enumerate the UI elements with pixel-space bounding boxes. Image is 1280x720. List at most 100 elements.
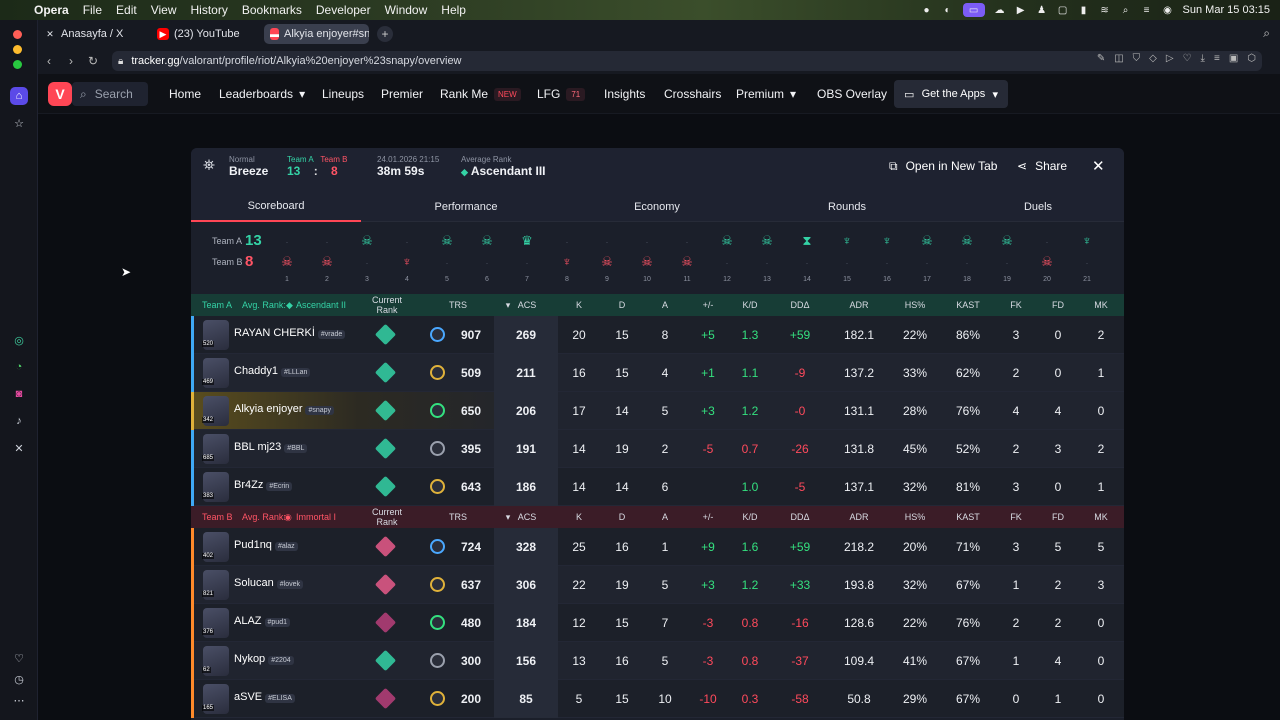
tab-x[interactable]: ✕ Anasayfa / X [38, 24, 143, 44]
tab-search-icon[interactable]: ⌕ [1263, 26, 1270, 40]
tab-performance[interactable]: Performance [381, 192, 551, 222]
round-2-team-b-skull-icon[interactable]: ☠ [321, 254, 333, 269]
back-arrow-icon[interactable]: ‹ [47, 54, 51, 68]
camera-icon[interactable]: ◫ [1114, 53, 1124, 64]
round-5-team-b-empty[interactable]: · [445, 258, 449, 268]
round-20-team-a-empty[interactable]: · [1045, 237, 1049, 247]
heart-icon[interactable]: ♡ [14, 652, 24, 665]
tab-duels[interactable]: Duels [953, 192, 1123, 222]
round-14-team-b-empty[interactable]: · [805, 258, 809, 268]
tab-economy[interactable]: Economy [572, 192, 742, 222]
valorant-logo-icon[interactable]: V [48, 82, 72, 106]
player-name-link[interactable]: aSVE #ELISA [234, 691, 295, 703]
round-9-team-a-empty[interactable]: · [605, 237, 609, 247]
round-7-team-b-empty[interactable]: · [525, 258, 529, 268]
round-17-team-a-skull-icon[interactable]: ☠ [921, 233, 933, 248]
nav-insights[interactable]: Insights [604, 74, 645, 114]
tiktok-icon[interactable]: ♪ [16, 415, 22, 427]
close-window-button[interactable] [13, 30, 22, 39]
siri-icon[interactable]: ◉ [1163, 4, 1172, 16]
tab-youtube[interactable]: ▶ (23) YouTube [151, 24, 256, 44]
menu-edit[interactable]: Edit [116, 3, 137, 17]
round-10-team-b-skull-icon[interactable]: ☠ [641, 254, 653, 269]
user-icon[interactable]: ♟ [1037, 4, 1047, 16]
round-5-team-a-skull-icon[interactable]: ☠ [441, 233, 453, 248]
display-icon[interactable]: ▢ [1057, 4, 1068, 16]
chatgpt-icon[interactable]: ◎ [14, 334, 24, 347]
play-icon[interactable]: ▶ [1016, 4, 1025, 16]
heart-outline-icon[interactable]: ♡ [1182, 53, 1192, 64]
player-name-link[interactable]: Pud1nq #alaz [234, 539, 298, 551]
round-15-team-a-spike-icon[interactable]: ♆ [842, 233, 852, 248]
round-9-team-b-skull-icon[interactable]: ☠ [601, 254, 613, 269]
edit-icon[interactable]: ✎ [1096, 53, 1106, 64]
player-row[interactable]: 376 ALAZ #pud1 480 184 12 15 7 -3 0.8 -16 128.6 22% 7… [191, 604, 1124, 642]
round-18-team-b-empty[interactable]: · [965, 258, 969, 268]
round-13-team-b-empty[interactable]: · [765, 258, 769, 268]
menu-window[interactable]: Window [384, 3, 428, 17]
menu-view[interactable]: View [150, 3, 177, 17]
forward-arrow-icon[interactable]: › [69, 54, 73, 68]
cloud-icon[interactable]: ☁ [994, 4, 1005, 16]
nav-leaderboards[interactable]: Leaderboards ▾ [219, 74, 305, 114]
round-21-team-a-spike-icon[interactable]: ♆ [1082, 233, 1092, 248]
instagram-icon[interactable]: ◙ [15, 388, 23, 400]
round-15-team-b-empty[interactable]: · [845, 258, 849, 268]
minimize-window-button[interactable] [13, 45, 22, 54]
search-button[interactable]: ⌕ Search [72, 82, 148, 106]
control-center-icon[interactable]: ≡ [1143, 4, 1150, 16]
player-name-link[interactable]: Alkyia enjoyer #snapy [234, 403, 335, 415]
nav-obs-overlay[interactable]: OBS Overlay [817, 74, 887, 114]
player-name-link[interactable]: ALAZ #pud1 [234, 615, 290, 627]
get-apps-button[interactable]: ▭ Get the Apps ▾ [894, 80, 1008, 108]
player-name-link[interactable]: Br4Zz #Ecrin [234, 479, 293, 491]
close-modal-button[interactable]: ✕ [1092, 158, 1105, 175]
player-row[interactable]: 165 aSVE #ELISA 200 85 5 15 10 -10 0.3 -58 50.8 29% 6… [191, 680, 1124, 718]
round-20-team-b-skull-icon[interactable]: ☠ [1041, 254, 1053, 269]
whatsapp-icon[interactable]: ◔ [15, 361, 23, 373]
menu-bookmarks[interactable]: Bookmarks [241, 3, 302, 17]
nav-crosshairs[interactable]: Crosshairs [664, 74, 721, 114]
round-2-team-a-empty[interactable]: · [325, 237, 329, 247]
player-row[interactable]: 62 Nykop #2204 300 156 13 16 5 -3 0.8 -37 109.4 41% 6… [191, 642, 1124, 680]
tab-tracker[interactable]: ▬ Alkyia enjoyer#snapy's [264, 24, 369, 44]
round-3-team-a-skull-icon[interactable]: ☠ [361, 233, 373, 248]
round-11-team-a-empty[interactable]: · [685, 237, 689, 247]
home-icon[interactable]: ⌂ [10, 87, 28, 105]
menu-help[interactable]: Help [441, 3, 466, 17]
round-1-team-a-empty[interactable]: · [285, 237, 289, 247]
nav-home[interactable]: Home [169, 74, 201, 114]
player-row[interactable]: 469 Chaddy1 #LLLan 509 211 16 15 4 +1 1.1 -9 137.2 3… [191, 354, 1124, 392]
send-icon[interactable]: ▷ [1165, 53, 1174, 64]
player-name-link[interactable]: Solucan #lovek [234, 577, 303, 589]
round-4-team-a-empty[interactable]: · [405, 237, 409, 247]
new-tab-button[interactable]: + [377, 26, 393, 42]
download-icon[interactable]: ⤓ [1200, 53, 1205, 64]
cube-icon[interactable]: ◇ [1149, 53, 1157, 64]
spotlight-search-icon[interactable]: ⌕ [1122, 4, 1129, 16]
screen-share-icon[interactable]: ▭ [962, 3, 985, 17]
wifi-icon[interactable]: ≋ [1100, 4, 1109, 16]
round-12-team-b-empty[interactable]: · [725, 258, 729, 268]
round-10-team-a-empty[interactable]: · [645, 237, 649, 247]
round-4-team-b-spike-icon[interactable]: ♆ [402, 254, 412, 269]
player-row[interactable]: 383 Br4Zz #Ecrin 643 186 14 14 6 1.0 -5 137.1 32% 81… [191, 468, 1124, 506]
player-row[interactable]: 402 Pud1nq #alaz 724 328 25 16 1 +9 1.6 +59 218.2 20… [191, 528, 1124, 566]
round-18-team-a-skull-icon[interactable]: ☠ [961, 233, 973, 248]
menu-developer[interactable]: Developer [315, 3, 371, 17]
reload-icon[interactable]: ↻ [87, 54, 99, 68]
nav-premier[interactable]: Premier [381, 74, 423, 114]
tab-rounds[interactable]: Rounds [762, 192, 932, 222]
round-17-team-b-empty[interactable]: · [925, 258, 929, 268]
more-icon[interactable]: ⋯ [13, 694, 25, 707]
bookmark-star-icon[interactable]: ☆ [14, 117, 24, 130]
record-icon[interactable]: ● [923, 4, 930, 16]
round-6-team-a-skull-icon[interactable]: ☠ [481, 233, 493, 248]
menu-history[interactable]: History [190, 3, 228, 17]
round-19-team-b-empty[interactable]: · [1005, 258, 1009, 268]
extensions-icon[interactable]: ⬡ [1247, 53, 1256, 64]
url-field[interactable]: 🔒︎ tracker.gg/valorant/profile/riot/Alky… [112, 51, 1262, 71]
player-row[interactable]: 520 RAYAN CHERKİ #vrade 907 269 20 15 8 +5 1.3 +59… [191, 316, 1124, 354]
round-16-team-b-empty[interactable]: · [885, 258, 889, 268]
activity-icon[interactable]: ◐ [944, 4, 951, 16]
